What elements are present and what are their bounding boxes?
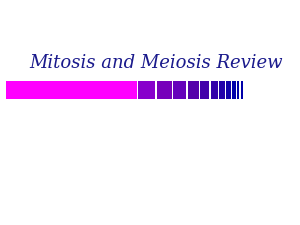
Bar bbox=[241, 81, 243, 99]
Bar bbox=[173, 81, 186, 99]
Bar bbox=[200, 81, 209, 99]
Bar bbox=[232, 81, 236, 99]
Bar bbox=[226, 81, 231, 99]
Bar bbox=[6, 81, 136, 99]
Bar bbox=[211, 81, 218, 99]
Bar bbox=[138, 81, 155, 99]
Bar bbox=[219, 81, 225, 99]
Bar bbox=[157, 81, 172, 99]
Bar bbox=[188, 81, 199, 99]
Bar bbox=[237, 81, 239, 99]
Text: Mitosis and Meiosis Review: Mitosis and Meiosis Review bbox=[29, 54, 283, 72]
